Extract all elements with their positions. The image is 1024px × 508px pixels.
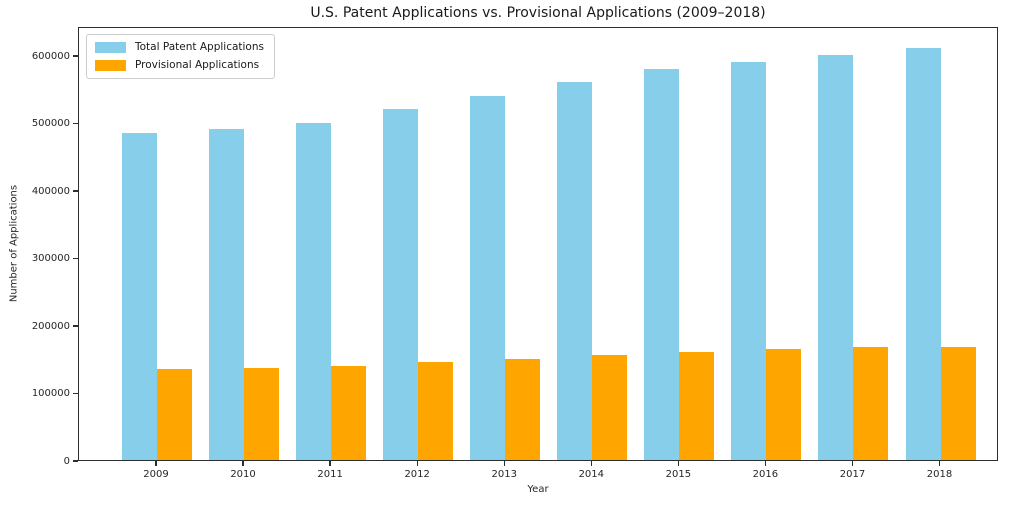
legend-label-total-patent-applications: Total Patent Applications — [135, 41, 264, 53]
x-tick-label-2017: 2017 — [839, 469, 866, 480]
y-tick-mark-500000 — [73, 122, 78, 125]
bar-total-2017 — [818, 55, 854, 460]
bar-total-2012 — [383, 109, 419, 460]
bar-total-2018 — [905, 48, 941, 460]
bar-provisional-2009 — [157, 368, 192, 460]
bar-total-2013 — [470, 95, 506, 460]
bar-provisional-2016 — [766, 348, 802, 460]
y-tick-label-0: 0 — [63, 455, 70, 467]
x-axis-label: Year — [527, 484, 549, 495]
bar-total-2014 — [557, 82, 593, 460]
y-tick-mark-0 — [73, 460, 78, 462]
bar-total-2011 — [296, 122, 332, 460]
bar-total-2009 — [122, 132, 157, 460]
bar-total-2010 — [209, 129, 245, 460]
legend: Total Patent Applications Provisional Ap… — [86, 34, 275, 79]
y-tick-label-200000: 200000 — [31, 320, 70, 332]
bar-total-2016 — [731, 61, 767, 460]
x-tick-mark-2009 — [155, 461, 157, 466]
bar-provisional-2010 — [244, 367, 280, 460]
x-tick-mark-2018 — [938, 461, 941, 466]
bar-provisional-2013 — [505, 358, 541, 460]
x-tick-mark-2016 — [764, 461, 767, 466]
x-tick-mark-2011 — [329, 461, 331, 466]
legend-swatch-provisional-applications — [95, 60, 126, 71]
x-tick-mark-2013 — [503, 461, 505, 466]
y-tick-label-300000: 300000 — [31, 253, 70, 264]
x-tick-mark-2010 — [242, 461, 244, 466]
bar-provisional-2012 — [418, 362, 454, 460]
x-tick-label-2016: 2016 — [752, 469, 779, 480]
bar-total-2015 — [644, 68, 680, 460]
chart-title: U.S. Patent Applications vs. Provisional… — [310, 5, 766, 21]
y-tick-mark-400000 — [73, 190, 78, 192]
x-tick-mark-2014 — [590, 461, 592, 466]
legend-row-total: Total Patent Applications — [95, 41, 264, 54]
legend-label-provisional-applications: Provisional Applications — [135, 59, 260, 71]
bar-provisional-2015 — [679, 352, 715, 460]
y-tick-label-500000: 500000 — [31, 118, 70, 130]
legend-row-provisional: Provisional Applications — [95, 59, 264, 72]
y-tick-mark-600000 — [73, 55, 78, 57]
x-tick-label-2015: 2015 — [665, 469, 692, 480]
x-tick-mark-2017 — [851, 461, 854, 466]
plot-area: Total Patent Applications Provisional Ap… — [78, 27, 998, 461]
y-tick-mark-200000 — [73, 325, 78, 327]
x-tick-label-2014: 2014 — [578, 469, 605, 480]
x-tick-label-2018: 2018 — [926, 469, 953, 480]
legend-swatch-total-patent-applications — [95, 42, 126, 53]
x-tick-mark-2015 — [677, 461, 679, 466]
x-tick-label-2010: 2010 — [230, 469, 256, 480]
y-tick-label-400000: 400000 — [31, 185, 70, 197]
x-tick-label-2009: 2009 — [143, 469, 169, 480]
y-tick-label-600000: 600000 — [31, 50, 70, 62]
x-tick-mark-2012 — [416, 461, 418, 466]
y-tick-mark-100000 — [73, 392, 78, 395]
bar-provisional-2014 — [592, 355, 628, 460]
bar-provisional-2018 — [940, 346, 976, 460]
x-tick-label-2012: 2012 — [404, 469, 430, 480]
bar-provisional-2011 — [331, 365, 367, 460]
x-tick-label-2011: 2011 — [317, 469, 343, 480]
y-tick-label-100000: 100000 — [31, 388, 70, 399]
x-tick-label-2013: 2013 — [491, 469, 517, 480]
bar-provisional-2017 — [853, 347, 889, 460]
y-tick-mark-300000 — [73, 257, 78, 260]
